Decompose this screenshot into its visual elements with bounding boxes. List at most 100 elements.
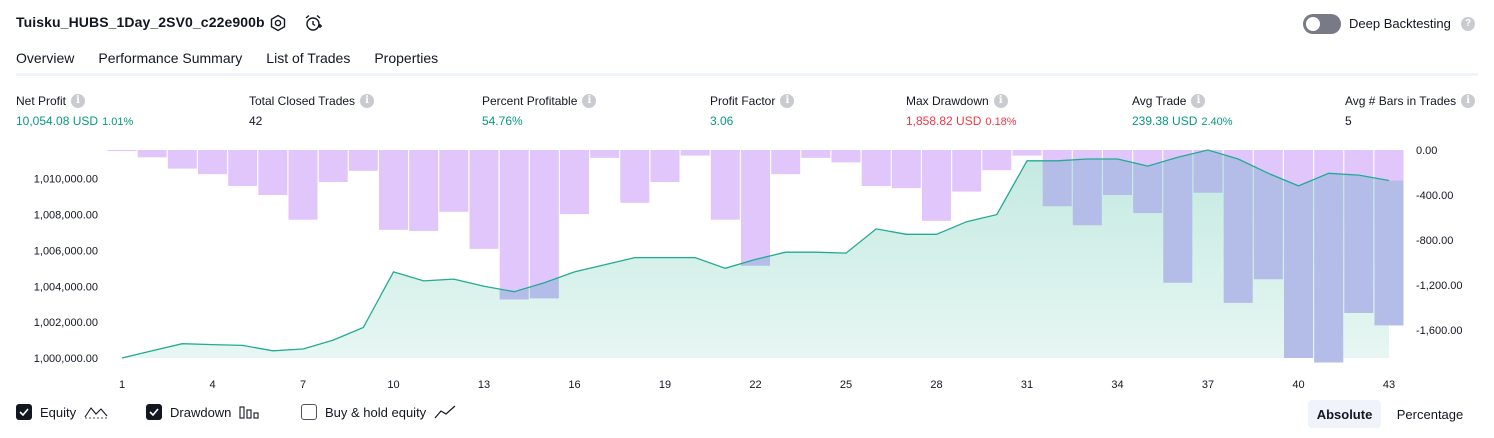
- trade-tick-label: 10: [387, 379, 399, 391]
- alarm-clock-icon[interactable]: [303, 13, 323, 33]
- trade-tick-label: 28: [930, 379, 942, 391]
- info-icon[interactable]: i: [1191, 94, 1206, 108]
- drawdown-bar: [409, 150, 439, 231]
- drawdown-bar: [861, 150, 891, 186]
- drawdown-bar-overlap: [1072, 159, 1102, 226]
- drawdown-overlap-bars: [499, 150, 1404, 363]
- trade-tick-label: 31: [1021, 379, 1033, 391]
- metric-label: Avg # Bars in Trades: [1345, 94, 1457, 108]
- equity-drawdown-chart[interactable]: 1,000,000.00 1,002,000.00 1,004,000.00 1,00…: [0, 140, 1494, 398]
- drawdown-bar: [680, 150, 710, 156]
- metric-value: 3.06: [710, 114, 734, 128]
- drawdown-bar-overlap: [1284, 179, 1313, 358]
- drawdown-bar: [379, 150, 408, 230]
- equity-tick-label: 1,008,000.00: [34, 210, 98, 222]
- drawdown-bar: [771, 150, 801, 175]
- metric-percent: 1.01%: [102, 116, 134, 128]
- help-icon[interactable]: ?: [1461, 17, 1475, 31]
- drawdown-bar: [198, 150, 227, 175]
- metric-label: Net Profit: [16, 94, 67, 108]
- equity-tick-label: 1,004,000.00: [34, 281, 98, 293]
- drawdown-bar: [529, 150, 559, 299]
- drawdown-bar-overlap: [1374, 177, 1404, 326]
- tab-overview[interactable]: Overview: [16, 48, 75, 76]
- absolute-mode-button[interactable]: Absolute: [1308, 400, 1381, 428]
- legend-drawdown[interactable]: Drawdown: [146, 404, 261, 420]
- drawdown-bar: [1012, 150, 1042, 156]
- metric-percent-profitable: Percent Profitable i 54.76%: [482, 94, 597, 128]
- tab-properties[interactable]: Properties: [374, 50, 439, 66]
- drawdown-bar: [801, 150, 831, 158]
- drawdown-bar: [982, 150, 1012, 171]
- metric-label: Avg Trade: [1132, 94, 1187, 108]
- drawdown-bar: [318, 150, 348, 182]
- strategy-title: Tuisku_HUBS_1Day_2SV0_c22e900b: [16, 14, 265, 30]
- info-icon[interactable]: i: [360, 94, 375, 108]
- drawdown-bar: [922, 150, 951, 221]
- settings-icon[interactable]: [268, 13, 288, 33]
- equity-tick-label: 1,006,000.00: [34, 245, 98, 257]
- drawdown-tick-label: 0.00: [1416, 145, 1437, 157]
- trade-tick-label: 25: [840, 379, 852, 391]
- equity-tick-label: 1,000,000.00: [34, 353, 98, 365]
- info-icon[interactable]: i: [1461, 94, 1476, 108]
- info-icon[interactable]: i: [582, 94, 597, 108]
- drawdown-bar: [620, 150, 650, 203]
- equity-line-icon: [84, 407, 108, 419]
- legend-buy-hold[interactable]: Buy & hold equity: [301, 404, 456, 420]
- drawdown-bar-overlap: [741, 255, 770, 266]
- metric-max-drawdown: Max Drawdown i 1,858.82 USD 0.18%: [906, 94, 1017, 128]
- drawdown-bar: [560, 150, 589, 215]
- bar-chart-icon: [239, 406, 259, 419]
- equity-tick-label: 1,002,000.00: [34, 317, 98, 329]
- deep-backtesting-toggle[interactable]: [1303, 14, 1341, 34]
- drawdown-bar: [469, 150, 499, 249]
- trade-tick-label: 7: [300, 379, 306, 391]
- metric-avg-bars: Avg # Bars in Trades i 5: [1345, 94, 1476, 128]
- legend-equity[interactable]: Equity: [16, 404, 108, 420]
- tab-performance-summary[interactable]: Performance Summary: [98, 50, 243, 66]
- legend-label: Equity: [40, 404, 77, 420]
- deep-backtesting-label: Deep Backtesting: [1349, 16, 1451, 31]
- drawdown-bar-overlap: [1193, 150, 1223, 193]
- metric-label: Profit Factor: [710, 94, 776, 108]
- metric-value: 1,858.82 USD: [906, 114, 982, 128]
- drawdown-bar-overlap: [1133, 161, 1163, 213]
- drawdown-bar: [228, 150, 258, 186]
- drawdown-bar: [710, 150, 740, 220]
- drawdown-bar: [650, 150, 680, 182]
- trade-tick-label: 19: [659, 379, 671, 391]
- drawdown-bar: [891, 150, 921, 189]
- percentage-mode-button[interactable]: Percentage: [1396, 406, 1464, 422]
- drawdown-bar-overlap: [1314, 173, 1344, 363]
- tab-divider: [16, 73, 1478, 76]
- drawdown-tick-label: -1,600.00: [1416, 325, 1462, 337]
- drawdown-bar-overlap: [1253, 166, 1283, 280]
- drawdown-bar: [167, 150, 197, 169]
- buy-hold-checkbox[interactable]: [301, 404, 317, 420]
- metric-label: Max Drawdown: [906, 94, 989, 108]
- drawdown-checkbox[interactable]: [146, 404, 162, 420]
- drawdown-bar: [439, 150, 469, 212]
- info-icon[interactable]: i: [780, 94, 795, 108]
- metric-total-closed-trades: Total Closed Trades i 42: [249, 94, 375, 128]
- drawdown-bar-overlap: [1163, 153, 1193, 283]
- equity-tick-label: 1,010,000.00: [34, 174, 98, 186]
- drawdown-bar: [499, 150, 529, 300]
- metric-avg-trade: Avg Trade i 239.38 USD 2.40%: [1132, 94, 1233, 128]
- tab-list-of-trades[interactable]: List of Trades: [266, 50, 351, 66]
- trade-tick-label: 37: [1202, 379, 1214, 391]
- tab-bar: Overview Performance Summary List of Tra…: [16, 48, 462, 76]
- equity-checkbox[interactable]: [16, 404, 32, 420]
- equity-area: [122, 150, 1389, 358]
- legend-label: Buy & hold equity: [325, 404, 427, 420]
- toggle-knob: [1306, 17, 1320, 31]
- drawdown-bar-overlap: [1042, 159, 1072, 207]
- info-icon[interactable]: i: [993, 94, 1008, 108]
- trade-tick-label: 13: [478, 379, 490, 391]
- drawdown-tick-label: -1,200.00: [1416, 280, 1462, 292]
- drawdown-bar: [107, 150, 137, 152]
- info-icon[interactable]: i: [71, 94, 86, 108]
- equity-line: [121, 149, 1390, 359]
- drawdown-tick-label: -800.00: [1416, 235, 1453, 247]
